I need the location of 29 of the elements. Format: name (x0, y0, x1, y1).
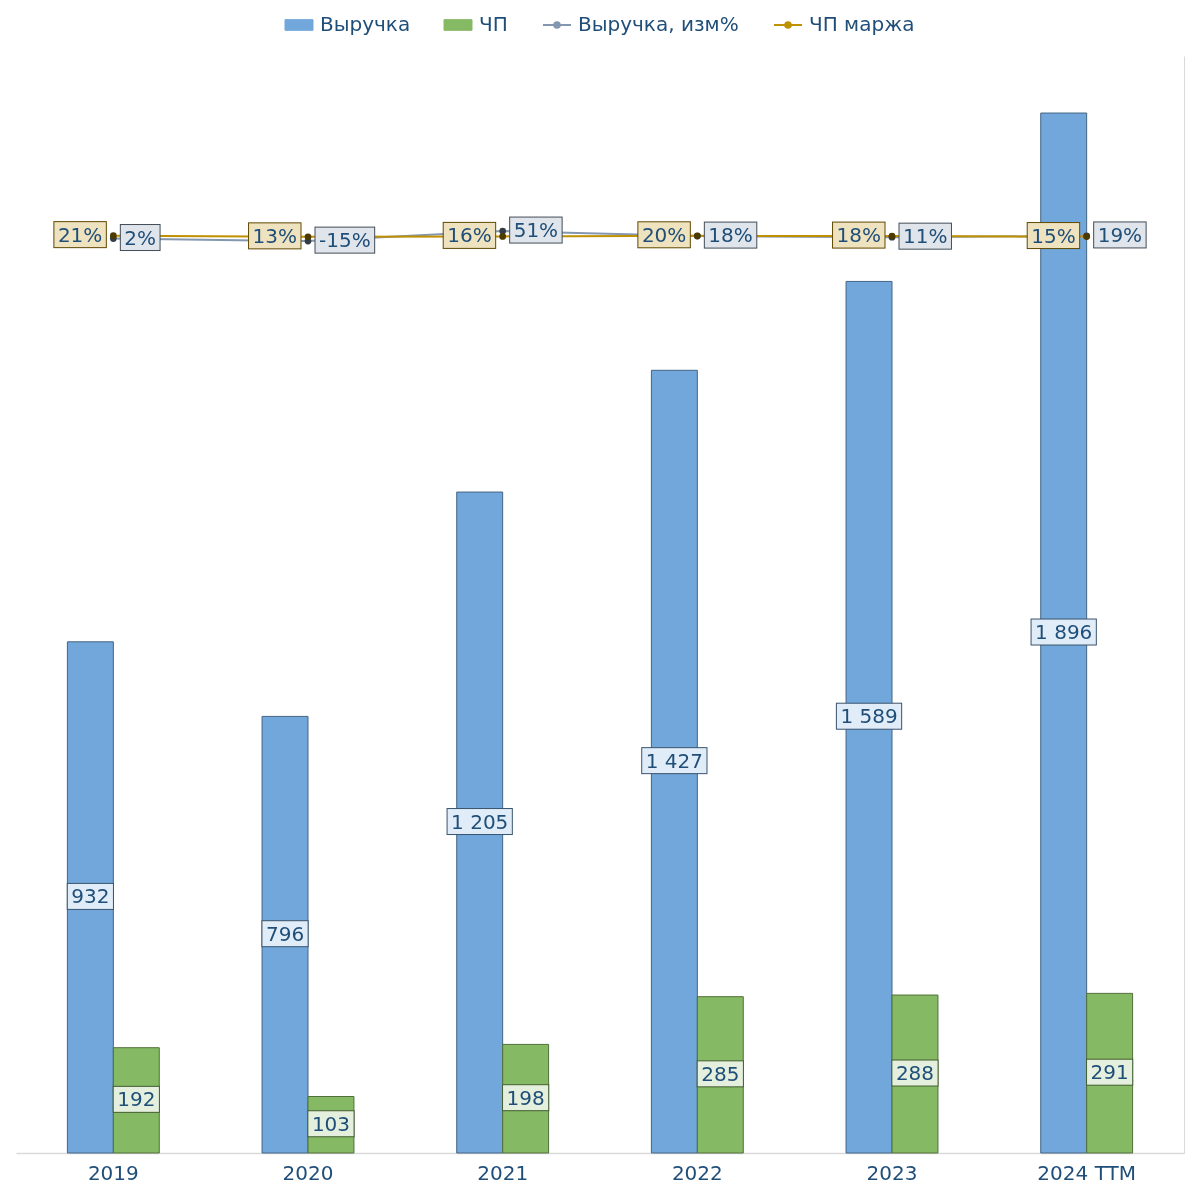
data-label: -15% (319, 228, 371, 253)
data-label: 2% (124, 225, 157, 250)
legend-label: Выручка, изм% (578, 12, 739, 36)
bar (261, 715, 309, 1154)
data-label: 1 427 (645, 748, 703, 773)
x-tick-label: 2023 (866, 1160, 918, 1185)
data-label: 16% (447, 223, 492, 248)
data-label: 291 (1090, 1060, 1129, 1085)
x-tick-label: 2019 (87, 1160, 139, 1185)
legend-label: ЧП (479, 12, 508, 36)
data-label: 285 (701, 1061, 740, 1086)
legend-label: Выручка (320, 12, 411, 36)
data-label: 198 (506, 1085, 545, 1110)
x-tick-label: 2024 TTM (1037, 1160, 1136, 1185)
data-label: 932 (71, 884, 110, 909)
x-tick-label: 2020 (282, 1160, 334, 1185)
data-label: 1 205 (451, 809, 509, 834)
bar (66, 641, 114, 1154)
data-label: 192 (117, 1087, 156, 1112)
data-label: 1 896 (1035, 620, 1093, 645)
data-label: 11% (903, 224, 948, 249)
data-label: 18% (836, 223, 881, 248)
data-label: 15% (1031, 223, 1076, 248)
x-tick-label: 2022 (671, 1160, 723, 1185)
data-label: 13% (252, 223, 297, 248)
legend-label: ЧП маржа (809, 12, 915, 36)
x-tick-label: 2021 (477, 1160, 529, 1185)
data-label: 18% (708, 223, 753, 248)
data-label: 1 589 (840, 704, 898, 729)
